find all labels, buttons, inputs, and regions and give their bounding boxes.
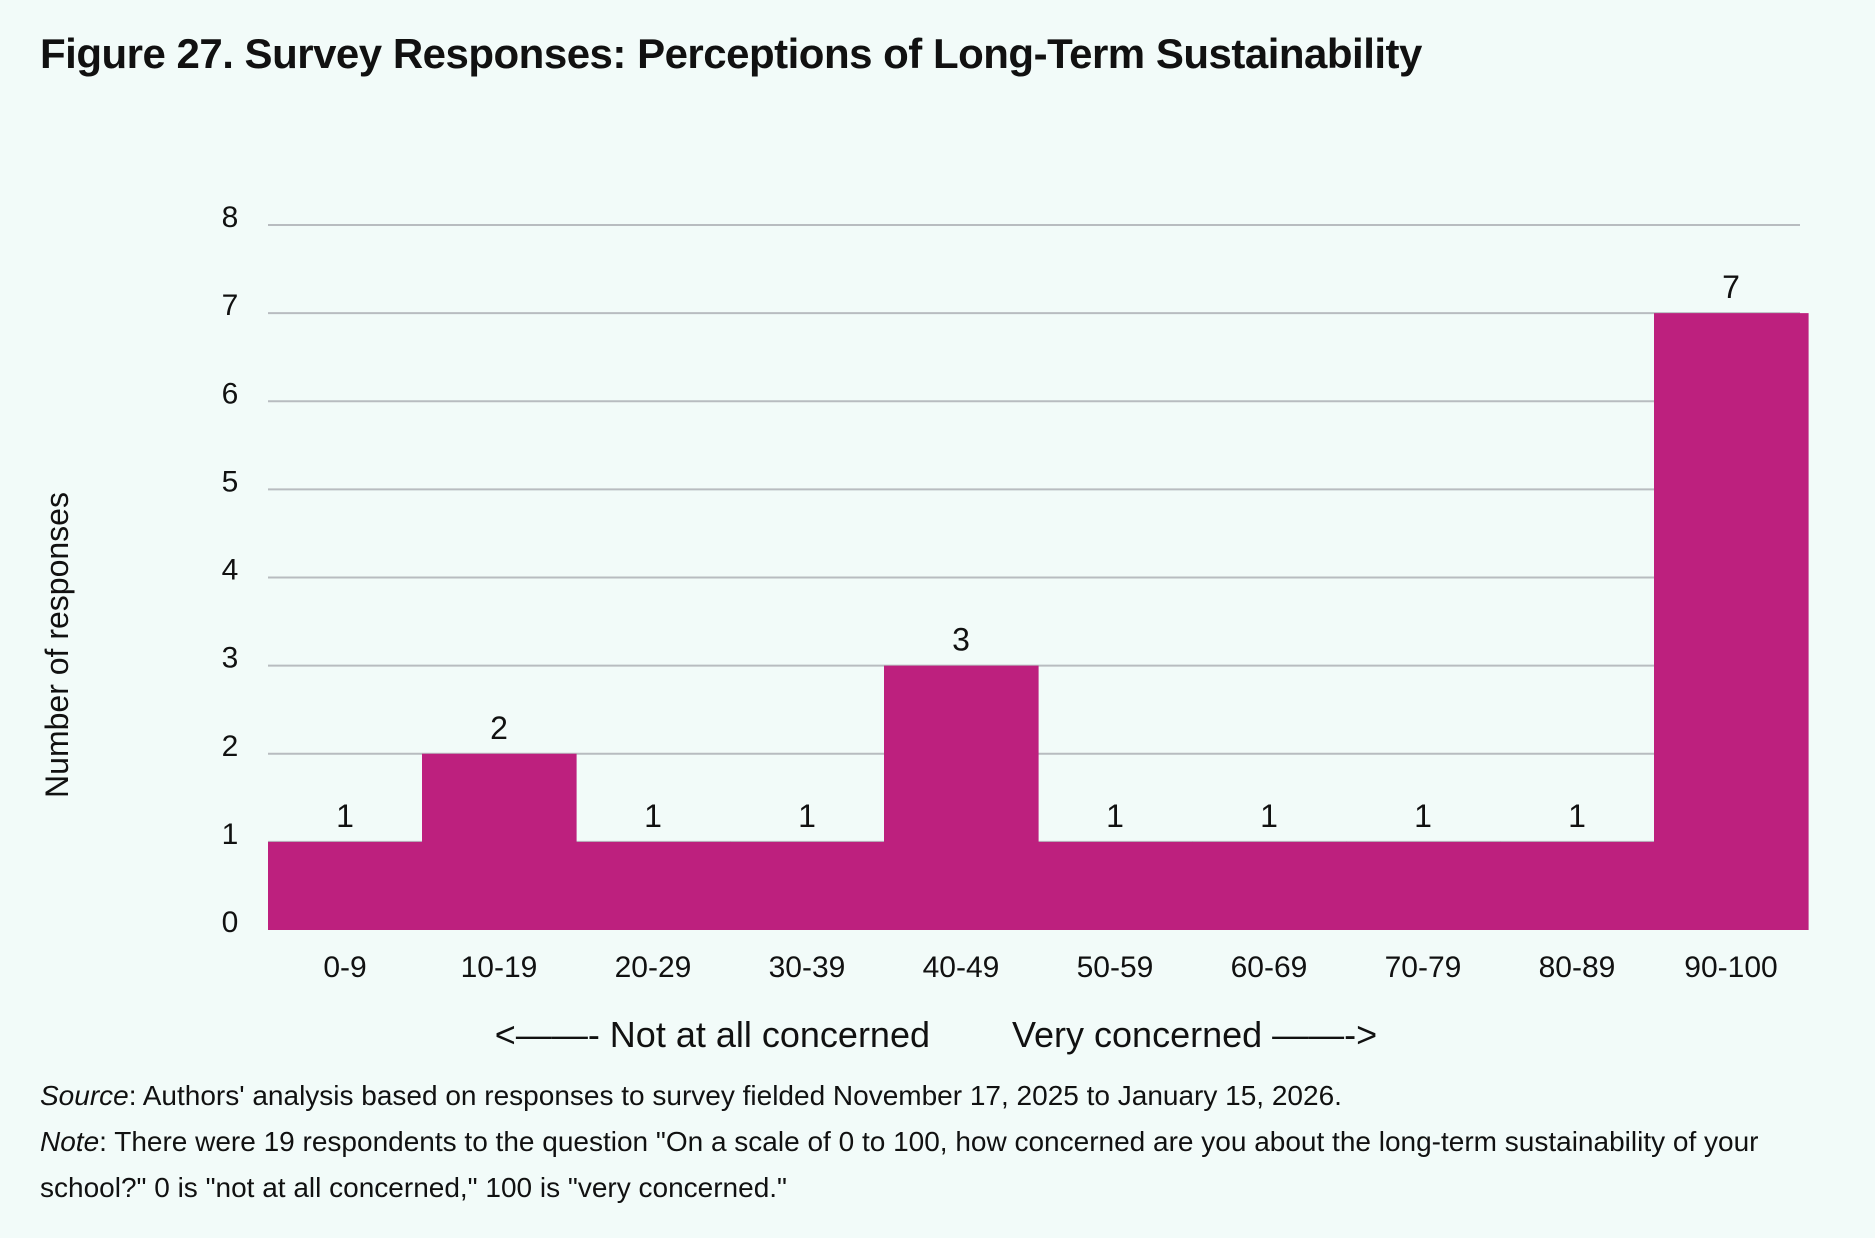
data-label: 1 bbox=[1106, 798, 1124, 834]
data-label: 1 bbox=[1414, 798, 1432, 834]
bar-10-19 bbox=[422, 753, 577, 930]
y-tick-label: 2 bbox=[222, 730, 239, 763]
bar-50-59 bbox=[1038, 841, 1193, 930]
bar-20-29 bbox=[576, 841, 731, 930]
note-text: : There were 19 respondents to the quest… bbox=[40, 1126, 1759, 1203]
y-tick-label: 0 bbox=[222, 906, 239, 939]
bar-30-39 bbox=[730, 841, 885, 930]
y-tick-label: 6 bbox=[222, 377, 239, 410]
figure-title: Figure 27. Survey Responses: Perceptions… bbox=[40, 30, 1422, 77]
y-axis-ticks: 0 1 2 3 4 5 6 7 8 bbox=[222, 201, 239, 939]
y-tick-label: 4 bbox=[222, 554, 239, 587]
x-tick-label: 20-29 bbox=[615, 951, 692, 984]
x-tick-label: 60-69 bbox=[1231, 951, 1308, 984]
x-tick-label: 50-59 bbox=[1077, 951, 1154, 984]
data-label: 1 bbox=[644, 798, 662, 834]
bar-0-9 bbox=[268, 841, 423, 930]
x-tick-label: 0-9 bbox=[323, 951, 366, 984]
data-label: 1 bbox=[1260, 798, 1278, 834]
y-tick-label: 8 bbox=[222, 201, 239, 234]
x-axis-ticks: 0-9 10-19 20-29 30-39 40-49 50-59 60-69 70-79 80… bbox=[323, 951, 1777, 984]
x-tick-label: 90-100 bbox=[1684, 951, 1777, 984]
y-tick-label: 5 bbox=[222, 465, 239, 498]
bar-70-79 bbox=[1346, 841, 1501, 930]
source-note: Source: Authors' analysis based on respo… bbox=[40, 1073, 1840, 1119]
x-tick-label: 10-19 bbox=[461, 951, 538, 984]
y-tick-label: 7 bbox=[222, 289, 239, 322]
bars bbox=[268, 313, 1809, 930]
x-tick-label: 70-79 bbox=[1385, 951, 1462, 984]
bar-60-69 bbox=[1192, 841, 1347, 930]
figure-note: Note: There were 19 respondents to the q… bbox=[40, 1119, 1840, 1211]
data-labels: 1 2 1 1 3 1 1 1 1 7 bbox=[336, 269, 1740, 834]
x-tick-label: 40-49 bbox=[923, 951, 1000, 984]
data-label: 7 bbox=[1722, 269, 1740, 305]
note-label: Note bbox=[40, 1126, 100, 1157]
y-tick-label: 1 bbox=[222, 818, 239, 851]
x-tick-label: 80-89 bbox=[1539, 951, 1616, 984]
data-label: 1 bbox=[798, 798, 816, 834]
x-axis-right-label: Very concerned ——-> bbox=[1012, 1014, 1377, 1055]
x-axis-left-label: <——- Not at all concerned bbox=[495, 1014, 930, 1055]
data-label: 3 bbox=[952, 622, 970, 658]
data-label: 2 bbox=[490, 710, 508, 746]
source-text: : Authors' analysis based on responses t… bbox=[128, 1080, 1342, 1111]
y-tick-label: 3 bbox=[222, 642, 239, 675]
data-label: 1 bbox=[336, 798, 354, 834]
x-tick-label: 30-39 bbox=[769, 951, 846, 984]
data-label: 1 bbox=[1568, 798, 1586, 834]
bar-40-49 bbox=[884, 665, 1039, 930]
y-axis-title: Number of responses bbox=[39, 492, 75, 798]
bar-80-89 bbox=[1500, 841, 1655, 930]
bar-chart: 0 1 2 3 4 5 6 7 8 0-9 10-19 20-29 30-39 40-49 50-59 60… bbox=[39, 201, 1809, 1055]
bar-90-100 bbox=[1654, 313, 1809, 930]
source-label: Source bbox=[40, 1080, 129, 1111]
